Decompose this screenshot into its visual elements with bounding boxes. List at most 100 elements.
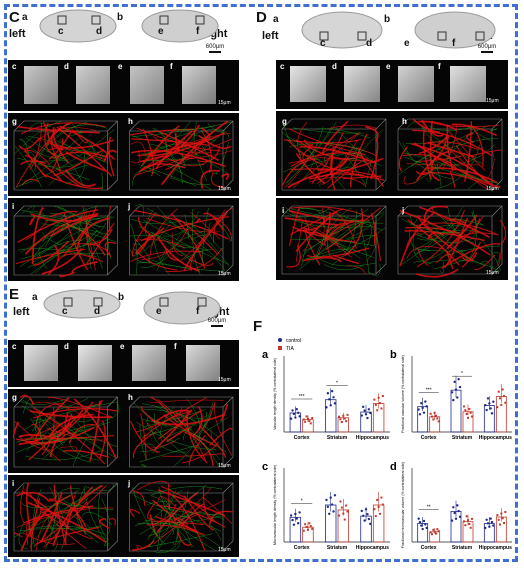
data-point [329,496,332,499]
green-fiber [45,495,59,550]
significance-marker: * [336,381,338,387]
blood-vessel [59,125,116,160]
blood-vessel [416,222,499,236]
blood-vessel [286,245,301,268]
green-fiber [283,208,330,218]
data-point [326,505,330,509]
blood-vessel [104,241,117,256]
legend-label-tia: TIA [286,346,294,352]
data-point [435,414,437,417]
blood-vessel [324,221,354,242]
panel-D-roi-c: c [320,38,326,49]
chart-panel-label: c [262,461,268,473]
data-point [364,508,368,511]
green-fiber [60,224,69,231]
blood-vessel [130,250,203,262]
data-point [309,525,312,528]
panel-E-sublabel-b: b [118,292,125,303]
blood-vessel [52,484,104,547]
green-fiber [444,219,483,226]
green-fiber [365,226,377,262]
panel-D-cube-c [290,66,326,102]
green-fiber [323,264,365,271]
data-point [433,411,436,414]
green-fiber [32,416,39,432]
blood-vessel [64,169,96,187]
green-fiber [28,122,51,132]
green-fiber [416,227,457,241]
green-fiber [68,424,118,447]
blood-vessel [486,150,495,180]
blood-vessel [65,150,106,172]
green-fiber [25,449,103,461]
data-point [332,396,335,399]
bar-chart-d: d Fractional microvascular volume (% cont… [390,461,512,551]
blood-vessel [24,154,63,182]
data-point [468,407,471,410]
panel-D-ij-scale: 15μm [486,270,499,276]
panel-E-roi-c: c [62,306,68,317]
blood-vessel [30,498,41,551]
data-point [418,413,422,416]
blood-vessel [24,212,99,255]
data-point [292,523,296,526]
x-tick-label: Striatum [452,435,473,441]
green-fiber [413,248,466,252]
panel-D-cube-f [450,66,486,102]
blood-vessel [148,131,226,157]
panel-F-charts: control TIA a Vascular length density (% co… [262,338,512,551]
bar-chart-c: c Microvascular length density (% contral… [262,461,390,551]
blood-vessel [29,215,36,226]
panel-D-strip-f: f [438,62,441,71]
green-fiber [139,423,148,461]
blood-vessel [177,499,226,522]
data-point [360,414,363,417]
green-fiber [134,237,150,261]
blood-vessel [203,212,225,232]
blood-vessel [33,240,70,266]
data-point [338,514,341,517]
blood-vessel [76,217,110,251]
vessel-network [281,205,507,278]
green-fiber [148,510,193,537]
data-point [330,390,334,393]
data-point [342,414,345,417]
blood-vessel [153,513,200,544]
data-point [294,416,297,419]
data-point [377,396,380,399]
green-fiber [179,526,216,551]
blood-vessel [162,414,217,447]
data-point [437,530,440,533]
data-point [486,397,490,400]
data-point [421,406,424,410]
data-point [362,514,365,517]
volume-cube-outline [129,396,234,468]
blood-vessel [176,218,219,255]
panel-C-sublabel-b: b [117,12,124,23]
blood-vessel [50,139,115,149]
blood-vessel [89,400,101,462]
green-fiber [171,131,196,156]
green-fiber [152,540,181,554]
blood-vessel [183,495,215,531]
blood-vessel [149,208,178,264]
panel-C-left-label: left [9,28,26,40]
blood-vessel [181,441,219,464]
blood-vessel [166,426,192,443]
green-fiber [99,151,110,158]
data-point [308,522,311,525]
data-point [463,405,465,408]
blood-vessel [415,166,436,176]
blood-vessel [461,252,478,262]
blood-vessel [32,408,118,419]
green-fiber [55,488,81,499]
blood-vessel [34,397,70,439]
green-fiber [478,237,501,271]
x-tick-label: Striatum [327,545,348,551]
green-fiber [416,234,467,244]
green-fiber [316,128,371,139]
data-point [333,494,337,497]
data-point [363,409,366,412]
blood-vessel [497,240,503,267]
data-point [492,524,495,527]
